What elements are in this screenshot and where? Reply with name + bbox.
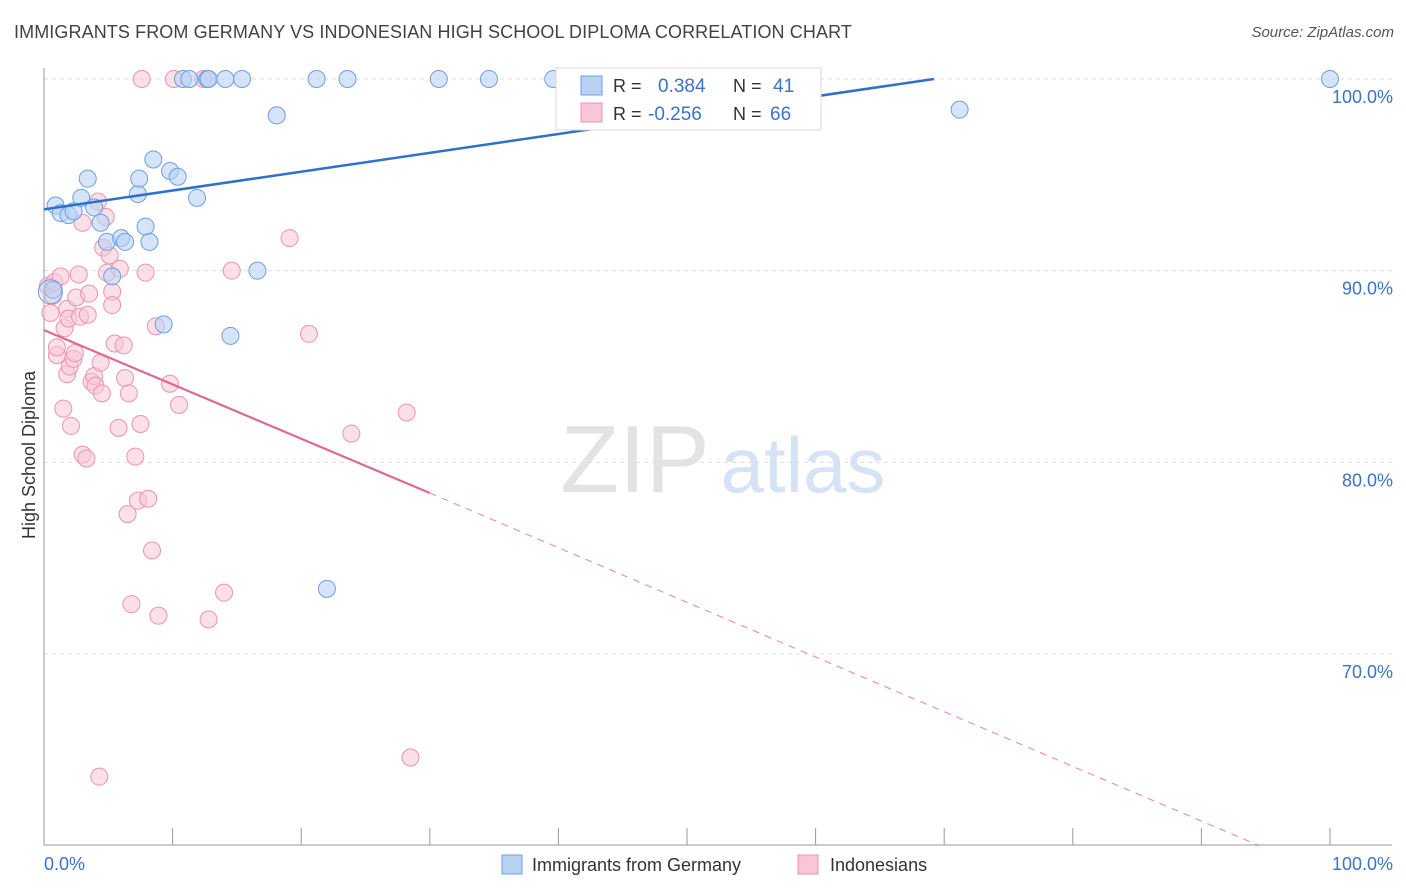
legend-box-blue-swatch (580, 75, 603, 96)
data-point-indonesians (119, 384, 138, 403)
data-point-immigrants-from-germany (44, 280, 63, 299)
y-tick-label: 80.0% (1342, 470, 1393, 490)
legend-swatch-immigrants-from-germany (501, 854, 523, 875)
data-point-indonesians (47, 338, 66, 357)
trend-line-indonesians (43, 329, 431, 495)
data-point-indonesians (342, 424, 361, 443)
data-point-immigrants-from-germany (216, 70, 235, 88)
legend-box-blue-n-label: N = (733, 76, 762, 96)
data-point-indonesians (65, 344, 84, 363)
data-point-immigrants-from-germany (168, 167, 187, 186)
data-point-indonesians (299, 324, 318, 343)
legend-box-pink-n-value: 66 (770, 104, 791, 125)
data-point-indonesians (199, 610, 218, 629)
data-point-immigrants-from-germany (267, 106, 286, 125)
data-point-immigrants-from-germany (317, 579, 336, 598)
data-point-indonesians (77, 449, 96, 468)
data-point-immigrants-from-germany (248, 261, 267, 280)
data-point-immigrants-from-germany (64, 202, 83, 221)
data-point-indonesians (109, 418, 128, 437)
data-point-immigrants-from-germany (78, 169, 97, 188)
data-point-indonesians (143, 541, 162, 560)
legend-box-pink-r-value: -0.256 (648, 104, 702, 125)
y-tick-label: 70.0% (1342, 662, 1393, 682)
data-point-immigrants-from-germany (37, 279, 63, 305)
watermark: ZIP atlas (560, 406, 885, 513)
data-point-indonesians (136, 263, 155, 282)
data-point-indonesians (280, 229, 299, 248)
data-point-indonesians (222, 261, 241, 280)
data-point-immigrants-from-germany (479, 70, 498, 88)
series-immigrants-from-germany (37, 70, 1339, 598)
x-tick-label: 0.0% (44, 854, 85, 874)
data-point-indonesians (69, 265, 88, 284)
data-point-immigrants-from-germany (130, 169, 149, 188)
legend-label-immigrants-from-germany: Immigrants from Germany (532, 855, 741, 875)
data-point-indonesians (116, 369, 135, 387)
chart-source: Source: ZipAtlas.com (1251, 24, 1394, 41)
data-point-immigrants-from-germany (188, 188, 207, 207)
data-point-indonesians (132, 70, 151, 88)
data-point-indonesians (149, 606, 168, 625)
bottom-legend: Immigrants from Germany Indonesians (501, 854, 927, 875)
legend-swatch-indonesians (797, 854, 819, 875)
chart-title: IMMIGRANTS FROM GERMANY VS INDONESIAN HI… (14, 22, 852, 42)
grid-layer (44, 78, 1392, 655)
data-point-indonesians (126, 447, 145, 466)
data-point-indonesians (122, 595, 141, 614)
legend-box-pink-r-label: R = (613, 104, 642, 124)
data-point-immigrants-from-germany (221, 326, 240, 345)
data-point-indonesians (139, 489, 158, 508)
watermark-atlas: atlas (721, 421, 886, 509)
data-point-immigrants-from-germany (233, 70, 252, 88)
data-point-indonesians (62, 416, 81, 435)
legend-label-indonesians: Indonesians (830, 855, 927, 875)
data-point-immigrants-from-germany (180, 70, 199, 88)
data-point-immigrants-from-germany (1321, 70, 1339, 88)
data-point-indonesians (118, 505, 137, 524)
legend-box: R = 0.384 N = 41 R = -0.256 N = 66 (555, 67, 822, 131)
legend-box-pink-n-label: N = (733, 104, 762, 124)
y-axis-title: High School Diploma (19, 370, 39, 539)
data-point-indonesians (397, 403, 416, 422)
data-point-immigrants-from-germany (91, 213, 110, 232)
legend-box-blue-n-value: 41 (773, 76, 794, 97)
data-point-indonesians (80, 284, 99, 303)
data-point-immigrants-from-germany (154, 315, 173, 334)
data-point-indonesians (401, 748, 420, 767)
legend-box-blue-r-value: 0.384 (658, 76, 706, 97)
data-point-indonesians (78, 305, 97, 324)
watermark-zip: ZIP (560, 406, 709, 513)
legend-box-pink-swatch (580, 102, 603, 123)
legend-box-blue-r-label: R = (613, 76, 642, 96)
data-point-immigrants-from-germany (307, 70, 326, 88)
data-point-indonesians (215, 583, 234, 602)
data-point-indonesians (54, 399, 73, 418)
data-point-immigrants-from-germany (144, 150, 163, 169)
data-point-immigrants-from-germany (338, 70, 357, 88)
data-point-immigrants-from-germany (116, 232, 135, 251)
data-point-immigrants-from-germany (950, 100, 969, 119)
series-indonesians (38, 70, 420, 786)
data-point-immigrants-from-germany (140, 232, 159, 251)
data-point-immigrants-from-germany (103, 267, 122, 286)
trend-line-indonesians-extension (429, 492, 1260, 847)
axes-layer: 100.0% 90.0% 80.0% 70.0% 0.0% 100.0% High Scho… (19, 68, 1393, 874)
data-point-indonesians (92, 384, 111, 403)
y-tick-label: 100.0% (1332, 87, 1393, 107)
data-point-indonesians (114, 336, 133, 355)
data-point-indonesians (170, 395, 189, 414)
y-tick-label: 90.0% (1342, 279, 1393, 299)
data-point-indonesians (103, 296, 122, 315)
data-point-indonesians (131, 415, 150, 433)
data-point-indonesians (90, 767, 109, 786)
data-point-immigrants-from-germany (199, 70, 218, 88)
x-tick-label: 100.0% (1332, 854, 1393, 874)
data-point-immigrants-from-germany (429, 70, 448, 88)
data-point-indonesians (41, 303, 60, 322)
data-point-immigrants-from-germany (136, 217, 155, 236)
